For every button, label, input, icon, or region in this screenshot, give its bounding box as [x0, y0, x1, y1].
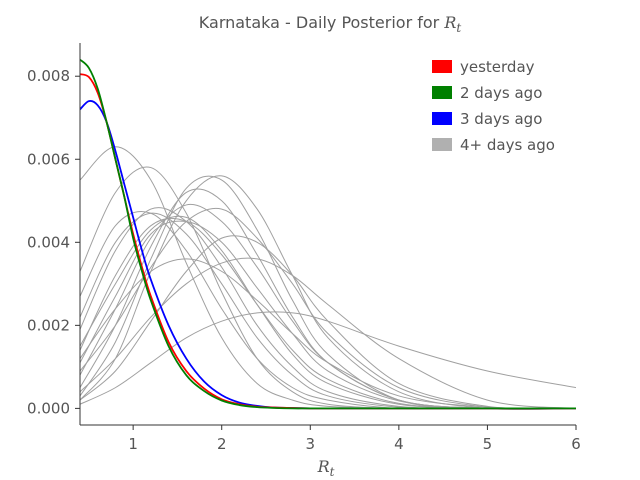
y-tick-label: 0.006 — [27, 150, 70, 168]
series-line-older-16 — [80, 207, 576, 410]
chart-title: Karnataka - Daily Posterior for Rt — [199, 13, 462, 35]
y-tick-label: 0.002 — [27, 316, 70, 334]
legend-item: 3 days ago — [432, 110, 542, 128]
series-line-older-1 — [80, 146, 576, 410]
legend-item: 4+ days ago — [432, 136, 555, 154]
legend-swatch — [432, 112, 452, 125]
x-tick-label: 3 — [306, 435, 316, 453]
series-line-2-days-ago — [80, 58, 576, 410]
y-tick-label: 0.000 — [27, 399, 70, 417]
x-tick-label: 4 — [394, 435, 404, 453]
axes — [79, 43, 576, 426]
legend-label: 2 days ago — [460, 84, 542, 102]
x-tick-label: 1 — [128, 435, 138, 453]
x-tick-label: 2 — [217, 435, 227, 453]
legend-label: 3 days ago — [460, 110, 542, 128]
x-tick-label: 6 — [571, 435, 581, 453]
legend-swatch — [432, 138, 452, 151]
legend-swatch — [432, 60, 452, 73]
x-axis-ticks: 1 2 3 4 5 6 — [128, 425, 581, 453]
legend: yesterday 2 days ago 3 days ago 4+ days ago — [432, 58, 555, 154]
x-axis-label: Rt — [317, 457, 335, 479]
series-line-older-9 — [80, 188, 576, 410]
legend-swatch — [432, 86, 452, 99]
x-tick-label: 5 — [483, 435, 493, 453]
legend-label: 4+ days ago — [460, 136, 555, 154]
legend-item: 2 days ago — [432, 84, 542, 102]
series-line-older-7 — [80, 220, 576, 410]
legend-item: yesterday — [432, 58, 535, 76]
y-tick-label: 0.008 — [27, 67, 70, 85]
series-line-older-15 — [80, 311, 576, 405]
y-tick-label: 0.004 — [27, 233, 70, 251]
plot-lines — [80, 58, 576, 411]
y-axis-ticks: 0.000 0.002 0.004 0.006 0.008 — [27, 67, 80, 417]
series-line-older-13 — [80, 257, 576, 409]
legend-label: yesterday — [460, 58, 535, 76]
